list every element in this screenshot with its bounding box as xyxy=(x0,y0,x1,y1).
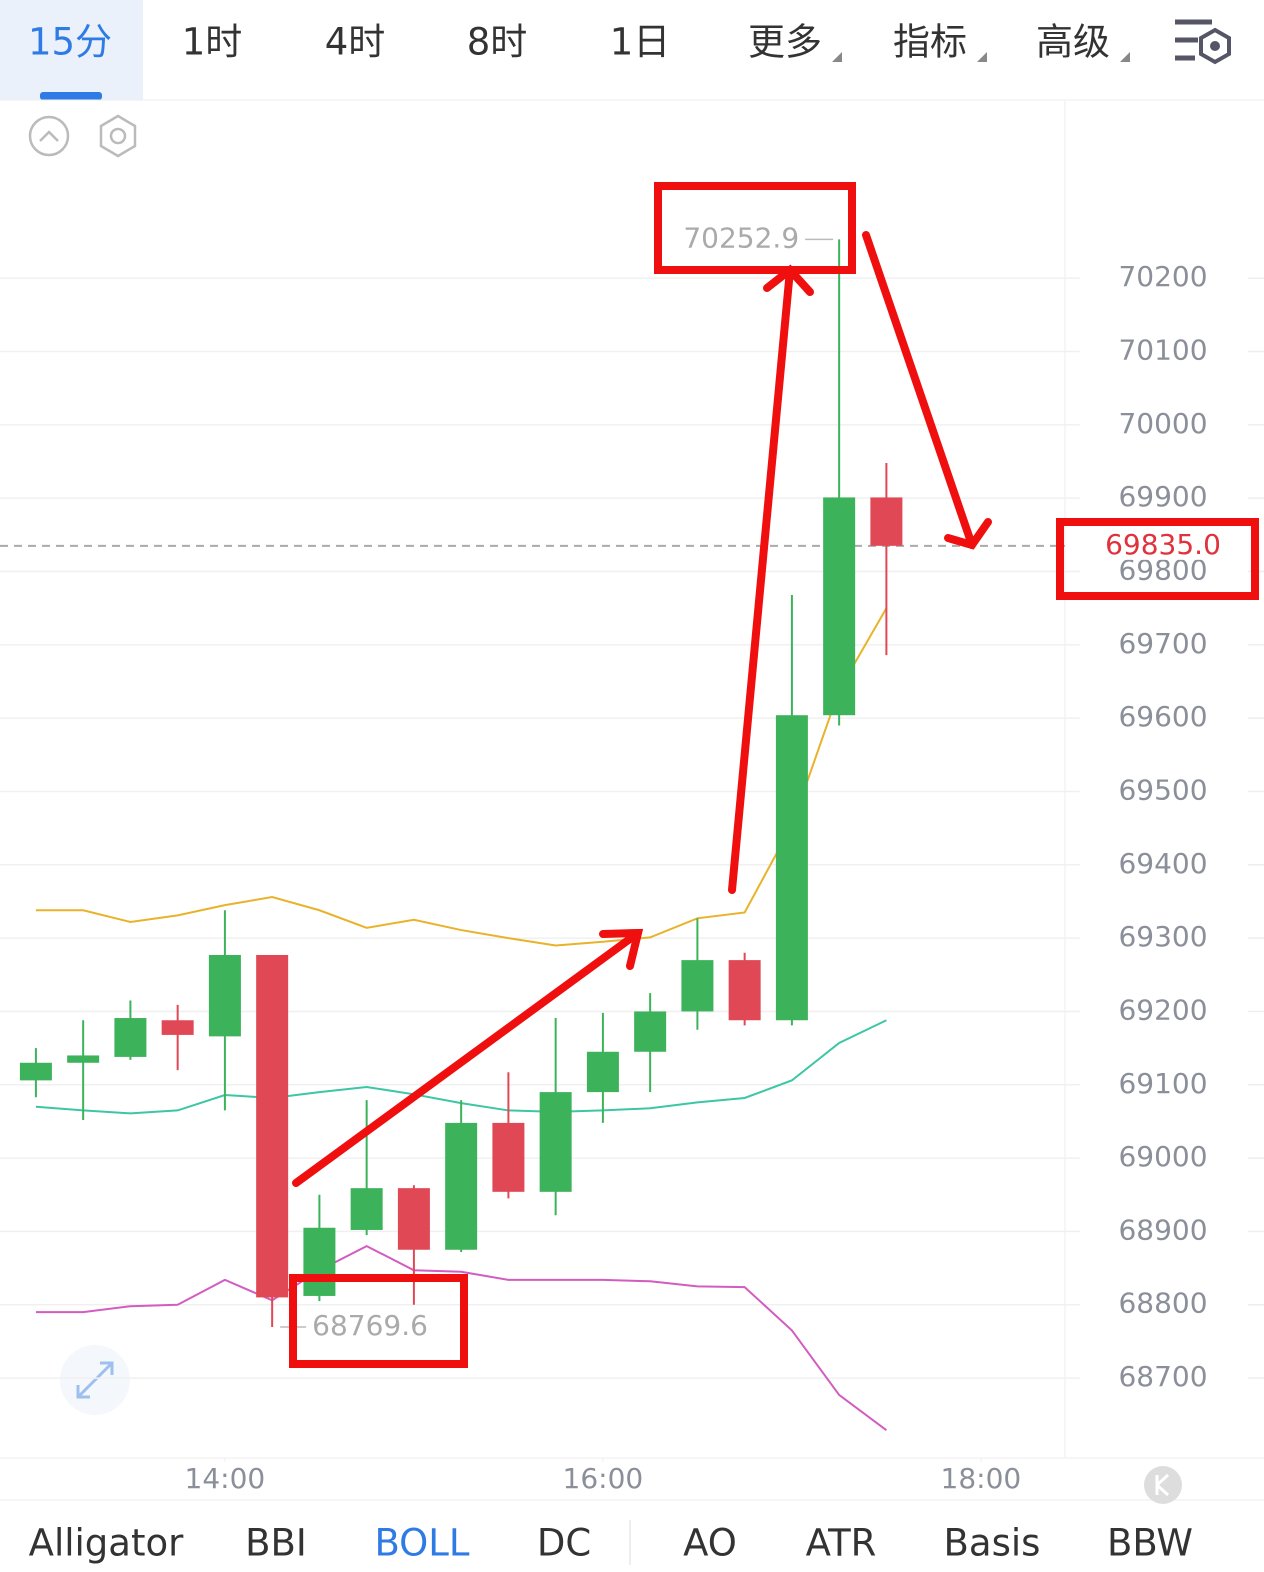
settings-icon[interactable] xyxy=(99,114,137,158)
dropdown-caret[interactable] xyxy=(1120,52,1130,62)
indicator-tab[interactable]: BBW xyxy=(1107,1522,1193,1565)
candle-body xyxy=(870,497,903,546)
candle-body xyxy=(823,497,856,716)
y-tick-label: 69500 xyxy=(1118,773,1207,806)
expand-icon[interactable] xyxy=(60,1345,130,1415)
scroll-latest-icon[interactable] xyxy=(1144,1466,1182,1504)
indicator-tab[interactable]: BOLL xyxy=(374,1522,469,1565)
low-label: 68769.6 xyxy=(312,1309,428,1342)
candle-body xyxy=(19,1062,52,1081)
indicator-tab[interactable]: AO xyxy=(683,1522,737,1565)
y-tick-label: 69900 xyxy=(1118,480,1207,513)
candle-body xyxy=(397,1188,430,1250)
timeframe-tab[interactable]: 1日 xyxy=(610,21,671,64)
timeframe-tab[interactable]: 1时 xyxy=(182,21,243,64)
chart-settings-icon[interactable] xyxy=(1175,19,1231,65)
highlight-box xyxy=(1056,518,1259,600)
arrow xyxy=(292,928,644,1187)
y-tick-label: 69700 xyxy=(1118,627,1207,660)
indicator-tab[interactable]: Alligator xyxy=(29,1522,184,1565)
timeframe-tab[interactable]: 指标 xyxy=(893,21,967,64)
y-tick-label: 70000 xyxy=(1118,407,1207,440)
candle-body xyxy=(775,715,808,1021)
collapse-icon[interactable] xyxy=(28,115,70,157)
candle-body xyxy=(350,1188,383,1230)
candle-body xyxy=(492,1122,525,1192)
indicator-tab[interactable]: ATR xyxy=(806,1522,877,1565)
annotations xyxy=(289,182,1259,1368)
arrow xyxy=(862,231,992,550)
y-tick-label: 69000 xyxy=(1118,1140,1207,1173)
y-tick-label: 68800 xyxy=(1118,1287,1207,1320)
last-price-bg xyxy=(1068,525,1246,560)
highlight-box xyxy=(289,1274,468,1368)
candle-body xyxy=(634,1011,667,1052)
candle-body xyxy=(586,1051,619,1093)
candle-body xyxy=(681,960,714,1012)
boll-band xyxy=(35,607,888,947)
indicator-tab[interactable]: Basis xyxy=(944,1522,1041,1565)
y-tick-label: 69300 xyxy=(1118,920,1207,953)
y-tick-label: 69400 xyxy=(1118,847,1207,880)
y-tick-label: 69100 xyxy=(1118,1067,1207,1100)
chart: 68700 68800 68900 69000 69100 69200 69300 69400… xyxy=(0,221,1264,1495)
dropdown-caret[interactable] xyxy=(977,52,987,62)
arrow xyxy=(728,264,814,894)
timeframe-tab[interactable]: 更多 xyxy=(748,21,822,64)
indicator-tab[interactable]: DC xyxy=(537,1522,591,1565)
high-label: 70252.9 xyxy=(683,221,799,254)
dropdown-caret[interactable] xyxy=(832,52,842,62)
candle-body xyxy=(256,954,289,1298)
candle-body xyxy=(67,1055,100,1063)
y-tick-label: 70100 xyxy=(1118,334,1207,367)
active-tab-bg xyxy=(0,0,143,100)
y-tick-label: 68700 xyxy=(1118,1360,1207,1393)
boll-band xyxy=(35,1244,887,1431)
y-tick-label: 69200 xyxy=(1118,993,1207,1026)
y-tick-label: 69600 xyxy=(1118,700,1207,733)
candle-body xyxy=(208,954,241,1037)
candle-body xyxy=(161,1020,194,1035)
active-tab-indicator xyxy=(40,92,102,100)
x-tick-label: 16:00 xyxy=(563,1462,644,1495)
timeframe-tab[interactable]: 高级 xyxy=(1036,21,1110,64)
candle-body xyxy=(728,960,761,1021)
highlight-box xyxy=(654,182,856,274)
timeframe-tab[interactable]: 15分 xyxy=(28,21,112,64)
timeframe-tab[interactable]: 4时 xyxy=(325,21,386,64)
candle-body xyxy=(114,1018,147,1057)
y-tick-label: 70200 xyxy=(1118,260,1207,293)
x-tick-label: 14:00 xyxy=(185,1462,266,1495)
last-price-label: 69835.0 xyxy=(1105,528,1221,561)
candle-body xyxy=(445,1122,478,1250)
y-tick-label: 68900 xyxy=(1118,1213,1207,1246)
timeframe-tab[interactable]: 8时 xyxy=(467,21,528,64)
candle-body xyxy=(303,1227,336,1296)
candle-body xyxy=(539,1092,572,1192)
x-tick-label: 18:00 xyxy=(941,1462,1022,1495)
indicator-tab[interactable]: BBI xyxy=(245,1522,307,1565)
